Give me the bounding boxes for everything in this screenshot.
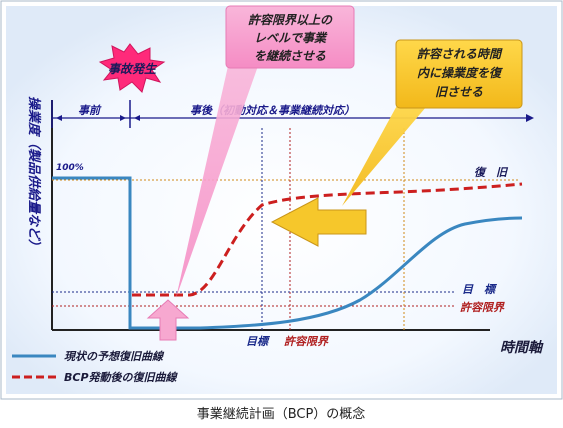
recovery-level-label: 復 旧 — [474, 166, 509, 179]
diagram-frame — [0, 0, 563, 400]
bcp-recovery-curve — [132, 182, 523, 297]
target-time-label: 目標 — [246, 335, 271, 348]
x-axis-label: 時間軸 — [500, 339, 544, 356]
yellow-callout-pointer — [342, 100, 432, 206]
current-recovery-curve — [52, 176, 523, 330]
figure-caption: 事業継続計画（BCP）の概念 — [197, 406, 366, 422]
tolerance-level-label: 許容限界 — [460, 301, 505, 314]
pink-callout-box — [225, 5, 355, 69]
incident-burst-icon — [98, 43, 166, 93]
phase-arrowhead-before-r — [120, 115, 126, 121]
pink-callout-line-3: を継続させる — [254, 49, 326, 63]
yellow-left-arrow-icon — [270, 197, 367, 247]
phase-arrowhead-after-r — [526, 114, 534, 122]
incident-label: 事故発生 — [108, 62, 158, 76]
yellow-callout-line-1: 許容される時間 — [417, 47, 503, 61]
target-level-label: 目 標 — [462, 283, 498, 296]
yellow-callout-line-3: 旧させる — [435, 85, 483, 99]
phase-after-label: 事後（初動対応＆事業継続対応） — [190, 104, 355, 117]
legend-solid-label: 現状の予想復旧曲線 — [64, 350, 165, 363]
y-axis-label: 操業度（製品供給量など） — [26, 96, 42, 252]
tolerance-time-label: 許容限界 — [284, 335, 329, 348]
legend-dashed-label: BCP発動後の復旧曲線 — [64, 371, 179, 384]
yellow-callout-line-2: 内に操業度を復 — [417, 66, 503, 80]
y-100-label: 100% — [56, 163, 84, 173]
pink-callout-line-2: レベルで事業 — [254, 31, 328, 45]
phase-before-label: 事前 — [78, 104, 102, 117]
phase-arrowhead-before-l — [56, 115, 62, 121]
pink-callout-pointer — [176, 66, 258, 298]
pink-callout-line-1: 許容限界以上の — [248, 13, 333, 27]
phase-arrowhead-after-l — [134, 115, 140, 121]
yellow-callout-box — [395, 39, 523, 109]
pink-up-arrow-icon — [146, 299, 190, 341]
